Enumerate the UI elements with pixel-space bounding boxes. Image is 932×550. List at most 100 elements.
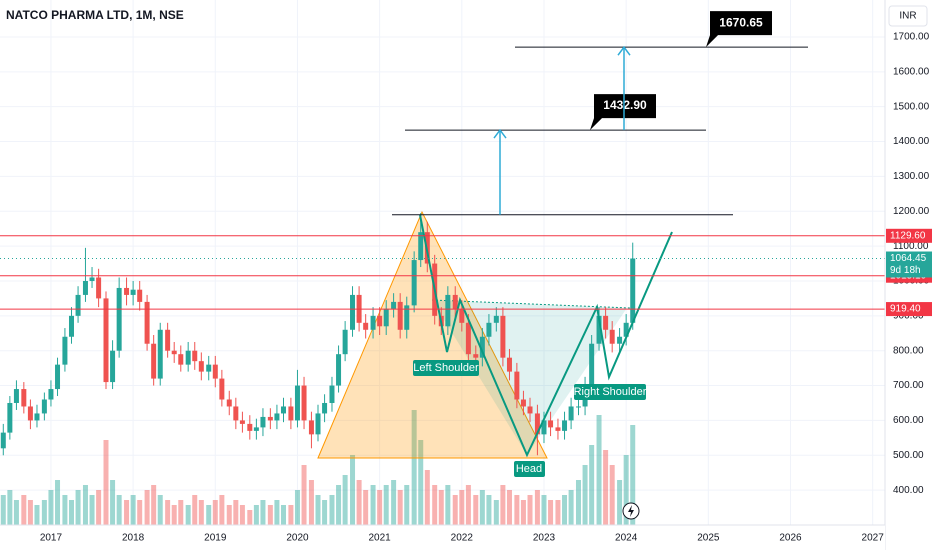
candle-body: [486, 322, 492, 337]
candle-body: [144, 301, 150, 344]
pattern-label: Head: [516, 463, 542, 475]
y-tick-label: 1600.00: [893, 66, 930, 77]
x-tick-label: 2027: [862, 533, 885, 544]
candle-body: [465, 322, 471, 355]
candle-body: [479, 336, 485, 358]
volume-bar: [473, 495, 479, 525]
candle-body: [575, 406, 581, 408]
candle-body: [21, 389, 27, 407]
volume-bar: [383, 485, 389, 525]
y-tick-label: 800.00: [893, 345, 924, 356]
x-tick-label: 2023: [533, 533, 556, 544]
x-tick-label: 2024: [615, 533, 638, 544]
y-tick-label: 700.00: [893, 380, 924, 391]
volume-bar: [520, 500, 526, 525]
candle-body: [315, 413, 321, 435]
volume-bar: [596, 415, 602, 525]
volume-bar: [124, 500, 130, 525]
volume-bar: [301, 465, 307, 525]
volume-bar: [329, 495, 335, 525]
candle-body: [418, 232, 424, 261]
callout-label: 1670.65: [719, 15, 763, 29]
candle-body: [596, 315, 602, 344]
volume-bar: [617, 480, 623, 525]
candle-body: [473, 354, 479, 358]
level-label: 1129.60: [890, 230, 926, 241]
candle-body: [493, 315, 499, 323]
candle-body: [534, 413, 540, 435]
volume-bar: [322, 500, 328, 525]
candle-body: [55, 364, 61, 390]
volume-bar: [151, 485, 157, 525]
arrow-head: [617, 45, 631, 56]
candle-body: [75, 294, 81, 316]
volume-bar: [130, 495, 136, 525]
candle-body: [274, 413, 280, 421]
volume-bar: [144, 490, 150, 525]
volume-bar: [233, 500, 239, 525]
candle-body: [82, 280, 88, 295]
candle-body: [178, 354, 184, 365]
candle-body: [260, 416, 266, 428]
candle-body: [116, 287, 122, 351]
candle-body: [27, 406, 33, 421]
volume-bar: [493, 500, 499, 525]
y-tick-label: 1100.00: [893, 241, 929, 252]
candle-body: [589, 343, 595, 386]
volume-bar: [62, 495, 68, 525]
volume-bar: [342, 475, 348, 525]
volume-bar: [356, 480, 362, 525]
candle-body: [568, 406, 574, 421]
candle-body: [288, 406, 294, 421]
candle-body: [110, 350, 116, 383]
volume-bar: [7, 490, 13, 525]
candle-body: [267, 416, 273, 421]
y-tick-label: 1400.00: [893, 136, 930, 147]
volume-bar: [165, 500, 171, 525]
volume-bar: [308, 480, 314, 525]
volume-bar: [506, 490, 512, 525]
volume-bar: [212, 500, 218, 525]
candle-body: [0, 432, 6, 449]
candle-body: [294, 385, 300, 421]
volume-bar: [48, 490, 54, 525]
volume-bar: [623, 455, 629, 525]
x-tick-label: 2017: [40, 533, 63, 544]
candle-body: [411, 260, 417, 306]
volume-bar: [500, 485, 506, 525]
currency-box[interactable]: [888, 5, 928, 27]
volume-bar: [541, 495, 547, 525]
candle-body: [124, 287, 130, 295]
volume-bar: [432, 485, 438, 525]
volume-bar: [452, 495, 458, 525]
candle-body: [459, 308, 465, 323]
volume-bar: [391, 480, 397, 525]
currency[interactable]: INR: [899, 11, 916, 22]
volume-bar: [27, 500, 33, 525]
callout-label: 1432.90: [603, 98, 647, 112]
volume-bar: [41, 500, 47, 525]
volume-bar: [479, 490, 485, 525]
countdown: 9d 18h: [890, 265, 921, 276]
candle-body: [192, 350, 198, 362]
candle-body: [301, 385, 307, 421]
candle-body: [617, 336, 623, 344]
volume-bar: [260, 500, 266, 525]
axis-layer: 400.00500.00600.00700.00800.00900.001000…: [40, 32, 932, 544]
candle-body: [445, 294, 451, 327]
candle-body: [527, 406, 533, 414]
candle-body: [7, 402, 13, 433]
candle-body: [280, 406, 286, 414]
candle-body: [171, 350, 177, 355]
candle-body: [226, 399, 232, 407]
volume-bar: [424, 470, 430, 525]
volume-bar: [253, 505, 259, 525]
volume-bar: [534, 490, 540, 525]
candle-body: [363, 322, 369, 330]
volume-bar: [363, 490, 369, 525]
y-tick-label: 1200.00: [893, 206, 930, 217]
volume-bar: [116, 495, 122, 525]
candle-body: [391, 301, 397, 309]
volume-bar: [267, 505, 273, 525]
